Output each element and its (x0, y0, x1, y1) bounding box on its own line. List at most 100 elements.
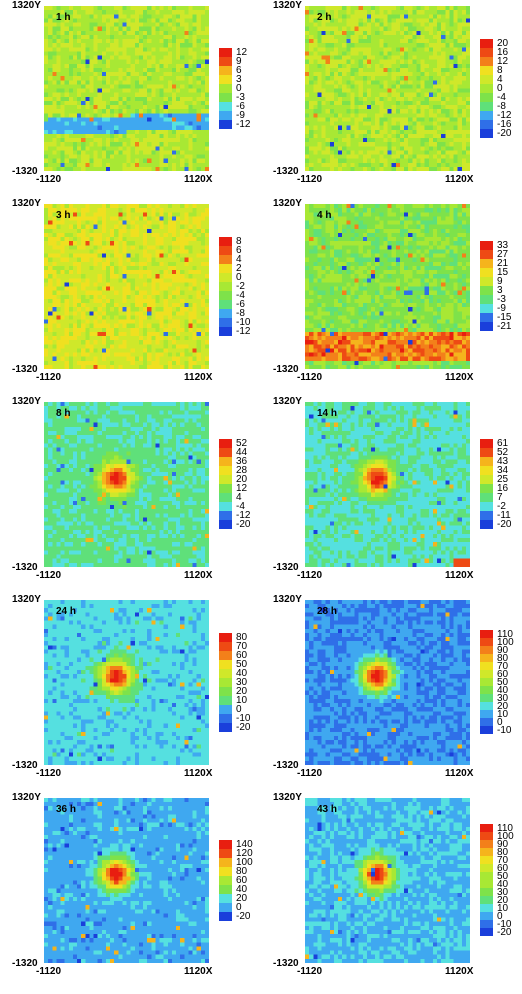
legend-value-label: -12 (236, 118, 251, 130)
legend-swatch (480, 47, 493, 57)
legend-value-label: -20 (236, 721, 251, 733)
y-axis-min-label: -1320 (273, 958, 299, 969)
legend-swatch (480, 493, 493, 502)
legend-value-label: 3 (497, 285, 503, 296)
legend-value-label: 30 (497, 887, 509, 898)
legend-swatch (219, 686, 232, 696)
y-axis-min-label: -1320 (273, 166, 299, 177)
legend-swatch (480, 718, 493, 726)
y-axis-min-label: -1320 (12, 760, 38, 771)
legend-swatch (219, 884, 232, 894)
legend-value-label: 70 (236, 640, 248, 652)
legend-value-label: 8 (236, 235, 242, 247)
legend-swatch (219, 47, 232, 57)
time-label: 24 h (56, 606, 77, 617)
x-axis-min-label: -1120 (36, 570, 62, 581)
legend-swatch (480, 38, 493, 48)
legend-swatch (480, 694, 493, 702)
legend-swatch (219, 272, 232, 282)
legend-value-label: -2 (497, 501, 506, 512)
time-label: 2 h (317, 12, 332, 23)
legend-value-label: 44 (236, 447, 248, 458)
legend-value-label: 7 (497, 492, 503, 503)
legend-swatch (480, 856, 493, 864)
legend-value-label: 110 (497, 629, 513, 640)
legend-value-label: 20 (497, 37, 509, 49)
legend-swatch (219, 893, 232, 903)
legend-value-label: -8 (497, 100, 506, 112)
legend-value-label: 3 (236, 73, 242, 85)
x-axis-max-label: 1120X (184, 372, 213, 383)
y-axis-min-label: -1320 (273, 562, 299, 573)
heatmap-field (44, 402, 209, 567)
legend-swatch (219, 83, 232, 93)
legend-value-label: -21 (497, 321, 512, 332)
time-label: 14 h (317, 408, 338, 419)
legend-swatch (219, 466, 232, 475)
legend-value-label: 9 (236, 55, 242, 67)
legend-value-label: 50 (497, 871, 509, 882)
legend-swatch (480, 119, 493, 129)
legend-swatch (480, 702, 493, 710)
legend-swatch (219, 722, 232, 732)
legend-swatch (480, 110, 493, 120)
legend-value-label: 110 (497, 823, 513, 834)
legend-value-label: 16 (497, 46, 509, 58)
legend-value-label: 20 (236, 474, 248, 485)
legend-value-label: 50 (497, 677, 509, 688)
legend-value-label: 12 (236, 46, 248, 58)
legend-swatch (480, 880, 493, 888)
legend-swatch (480, 74, 493, 84)
legend-swatch (219, 632, 232, 642)
heatmap-panel: 3 h 1320Y -1320 -1120 1120X 8 6 4 2 0 -2 -4 -6 -8 -10-… (0, 198, 261, 394)
legend-swatch (219, 659, 232, 669)
y-axis-min-label: -1320 (12, 166, 38, 177)
legend-value-label: -4 (236, 289, 245, 301)
y-axis-max-label: 1320Y (273, 594, 302, 605)
y-axis-max-label: 1320Y (12, 792, 41, 803)
heatmap-field (44, 600, 209, 765)
x-axis-max-label: 1120X (184, 570, 213, 581)
legend-swatch (219, 110, 232, 120)
legend-swatch (480, 128, 493, 138)
x-axis-min-label: -1120 (36, 174, 62, 185)
legend-value-label: 2 (236, 262, 242, 274)
y-axis-max-label: 1320Y (273, 198, 302, 209)
legend-swatch (219, 439, 232, 448)
legend-swatch (219, 475, 232, 484)
legend-swatch (480, 250, 493, 259)
legend-swatch (480, 304, 493, 313)
legend-swatch (219, 448, 232, 457)
x-axis-min-label: -1120 (297, 768, 323, 779)
time-label: 36 h (56, 804, 77, 815)
legend-swatch (219, 641, 232, 651)
legend-value-label: 25 (497, 474, 509, 485)
x-axis-min-label: -1120 (297, 174, 323, 185)
legend-swatch (219, 857, 232, 867)
y-axis-max-label: 1320Y (12, 198, 41, 209)
legend-value-label: 34 (497, 465, 509, 476)
legend-swatch (480, 920, 493, 928)
legend-value-label: -20 (236, 519, 251, 530)
y-axis-min-label: -1320 (12, 364, 38, 375)
legend-value-label: -6 (236, 100, 245, 112)
legend-value-label: 10 (236, 694, 248, 706)
x-axis-max-label: 1120X (445, 768, 474, 779)
legend-value-label: 12 (497, 55, 509, 67)
legend-value-label: 100 (236, 856, 253, 868)
legend-swatch (219, 254, 232, 264)
x-axis-max-label: 1120X (184, 174, 213, 185)
legend-swatch (219, 119, 232, 129)
legend-value-label: -12 (236, 325, 251, 337)
legend-swatch (480, 268, 493, 277)
legend-value-label: 36 (236, 456, 248, 467)
legend-swatch (219, 101, 232, 111)
legend-value-label: 0 (236, 703, 242, 715)
legend-value-label: 80 (497, 847, 509, 858)
legend-value-label: 0 (497, 911, 503, 922)
heatmap-panel: 36 h 1320Y -1320 -1120 1120X 140 120 100 80 60 40 2… (0, 792, 261, 988)
x-axis-max-label: 1120X (184, 768, 213, 779)
time-label: 28 h (317, 606, 338, 617)
legend-value-label: 12 (236, 483, 248, 494)
legend-value-label: 20 (236, 685, 248, 697)
